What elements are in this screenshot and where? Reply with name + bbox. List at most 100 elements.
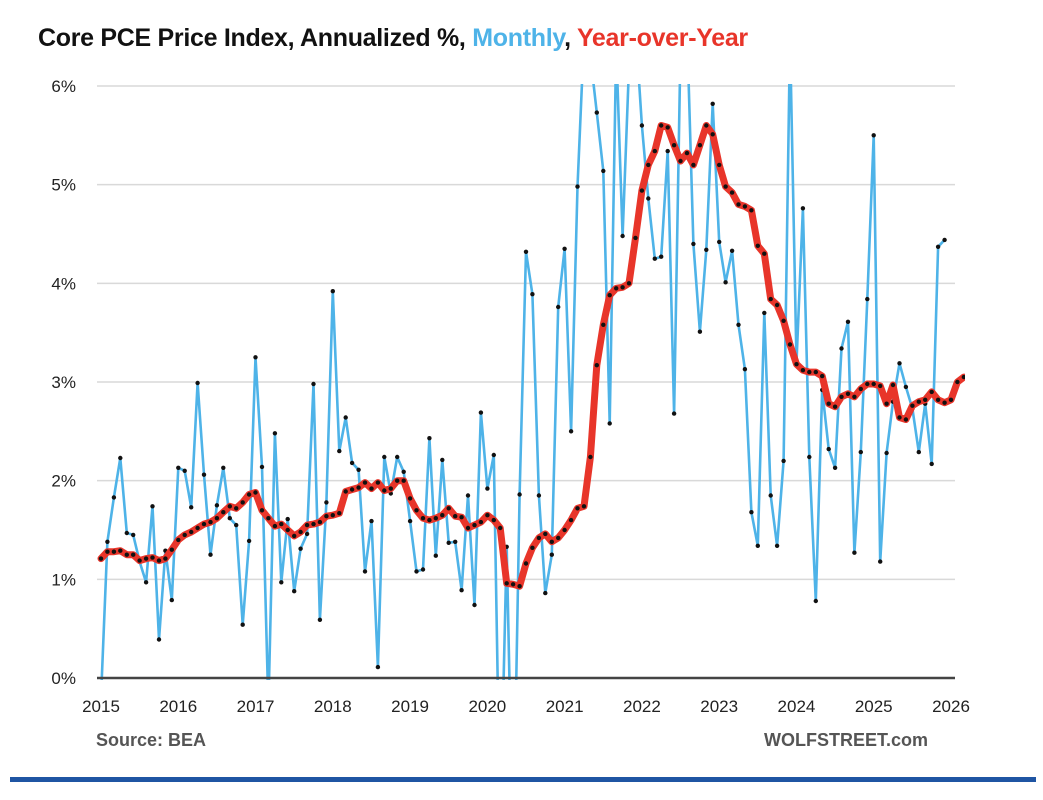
monthly-point: [478, 410, 484, 415]
x-tick-label: 2023: [700, 697, 738, 716]
monthly-point: [594, 110, 599, 115]
yoy-point: [865, 381, 870, 387]
monthly-point: [124, 530, 129, 536]
yoy-point: [923, 397, 928, 402]
monthly-point: [916, 449, 921, 455]
yoy-point: [800, 368, 806, 373]
yoy-point: [607, 293, 612, 298]
yoy-point: [710, 132, 715, 137]
monthly-point: [440, 457, 445, 463]
yoy-point: [697, 143, 703, 148]
yoy-point: [691, 162, 696, 168]
monthly-point: [143, 580, 149, 585]
yoy-point: [890, 382, 896, 388]
monthly-point: [536, 493, 542, 498]
monthly-point: [620, 233, 625, 239]
yoy-point: [118, 548, 123, 553]
yoy-point: [259, 508, 265, 513]
yoy-point: [375, 480, 381, 485]
yoy-point: [311, 521, 316, 527]
yoy-point: [253, 490, 258, 495]
monthly-point: [671, 411, 677, 416]
monthly-point: [665, 148, 670, 154]
yoy-point: [446, 506, 451, 511]
yoy-point: [362, 480, 368, 485]
monthly-point: [195, 380, 200, 386]
monthly-point: [362, 569, 368, 574]
monthly-point: [465, 493, 471, 498]
monthly-point: [762, 310, 767, 316]
yoy-point: [510, 582, 516, 587]
x-tick-label: 2026: [932, 697, 970, 716]
monthly-point: [774, 543, 780, 548]
monthly-point: [227, 516, 232, 521]
monthly-point: [111, 495, 117, 500]
monthly-point: [852, 550, 857, 555]
monthly-point: [382, 454, 387, 460]
yoy-point: [955, 379, 960, 385]
yoy-point: [961, 374, 965, 380]
monthly-point: [878, 559, 883, 564]
yoy-point: [736, 202, 741, 207]
x-tick-label: 2016: [159, 697, 197, 716]
monthly-point: [285, 516, 290, 522]
monthly-point: [427, 436, 432, 441]
monthly-point: [871, 133, 876, 138]
monthly-point: [414, 569, 419, 574]
monthly-point: [568, 429, 574, 434]
monthly-point: [459, 588, 464, 593]
yoy-point: [369, 486, 374, 491]
monthly-point: [150, 504, 155, 509]
monthly-point: [935, 244, 941, 249]
yoy-point: [878, 383, 883, 389]
yoy-point: [588, 454, 593, 460]
monthly-point: [182, 468, 187, 473]
yoy-point: [665, 125, 670, 130]
yoy-point: [440, 513, 445, 518]
monthly-point: [788, 35, 792, 39]
yoy-point: [485, 513, 490, 518]
source-note: Source: BEA: [96, 730, 207, 750]
monthly-point: [118, 455, 123, 461]
x-axis-ticks: 2015 2016 2017 2018 2019 2020 2021 2022 2023 2024…: [82, 697, 970, 716]
monthly-point: [491, 452, 496, 458]
yoy-point: [871, 381, 876, 387]
yoy-point: [678, 158, 683, 164]
monthly-point: [639, 123, 645, 128]
yoy-point: [143, 556, 149, 561]
yoy-point: [768, 296, 773, 302]
yoy-point: [594, 363, 599, 368]
monthly-point: [556, 304, 561, 310]
monthly-point: [832, 465, 838, 470]
yoy-point: [897, 415, 902, 420]
monthly-point: [800, 206, 806, 211]
x-tick-label: 2024: [778, 697, 816, 716]
yoy-point: [343, 489, 348, 494]
yoy-point: [407, 496, 413, 501]
yoy-point: [826, 401, 831, 406]
yoy-point: [671, 143, 677, 148]
monthly-point: [246, 538, 252, 544]
monthly-point: [543, 590, 548, 596]
monthly-point: [633, 25, 637, 29]
yoy-point: [285, 527, 290, 533]
y-tick-label: 4%: [51, 274, 76, 293]
monthly-point: [742, 367, 748, 372]
yoy-point: [530, 545, 535, 550]
monthly-point: [369, 518, 374, 524]
yoy-point: [292, 533, 297, 539]
yoy-point: [813, 369, 818, 375]
monthly-point: [575, 184, 580, 189]
x-tick-label: 2021: [546, 697, 584, 716]
monthly-point: [131, 532, 136, 538]
yoy-point: [942, 400, 947, 405]
monthly-point: [884, 450, 889, 456]
yoy-point: [910, 403, 915, 408]
yoy-point: [317, 519, 323, 525]
yoy-point: [150, 555, 155, 560]
yoy-point: [221, 510, 226, 515]
yoy-point: [903, 417, 909, 422]
yoy-point: [556, 535, 561, 541]
monthly-point: [259, 464, 265, 470]
yoy-point: [465, 525, 471, 531]
